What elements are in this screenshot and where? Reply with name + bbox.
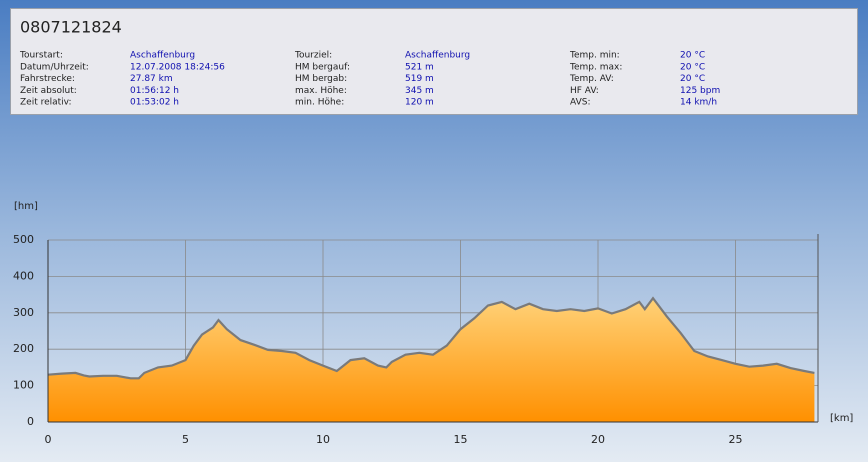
x-tick-label: 25 — [729, 433, 743, 446]
info-value: 519 m — [405, 74, 434, 84]
info-value: 20 °C — [680, 74, 705, 84]
info-value: 120 m — [405, 98, 434, 108]
info-value: 521 m — [405, 62, 434, 72]
x-tick-label: 0 — [45, 433, 52, 446]
info-value: 125 bpm — [680, 86, 720, 96]
info-label: Zeit relativ: — [20, 98, 72, 108]
info-label: Datum/Uhrzeit: — [20, 62, 89, 72]
info-value: Aschaffenburg — [130, 51, 195, 61]
info-label: Tourziel: — [294, 51, 332, 61]
elevation-line — [47, 296, 815, 380]
info-value: 14 km/h — [680, 98, 717, 108]
y-tick-label: 500 — [13, 233, 34, 246]
y-tick-label: 300 — [13, 306, 34, 319]
title: 0807121824 — [20, 18, 122, 37]
y-tick-label: 400 — [13, 269, 34, 282]
x-tick-label: 10 — [316, 433, 330, 446]
info-label: Fahrstrecke: — [20, 74, 75, 84]
info-label: min. Höhe: — [295, 98, 344, 108]
info-value: 20 °C — [680, 51, 705, 61]
info-label: AVS: — [570, 98, 590, 108]
area-fill — [48, 298, 815, 422]
info-label: max. Höhe: — [295, 86, 347, 96]
x-axis-label: [km] — [830, 413, 853, 424]
info-label: Temp. max: — [569, 62, 622, 72]
info-label: Temp. AV: — [569, 74, 614, 84]
info-panel — [10, 8, 858, 115]
y-tick-label: 0 — [27, 415, 34, 428]
info-label: Zeit absolut: — [20, 86, 77, 96]
info-label: HF AV: — [570, 86, 599, 96]
info-label: Temp. min: — [569, 51, 620, 61]
info-value: 20 °C — [680, 62, 705, 72]
y-tick-label: 100 — [13, 379, 34, 392]
y-axis-label: [hm] — [14, 201, 38, 212]
info-value: Aschaffenburg — [405, 51, 470, 61]
x-tick-label: 5 — [182, 433, 189, 446]
info-label: HM bergauf: — [295, 62, 350, 72]
x-tick-label: 15 — [454, 433, 468, 446]
info-value: 01:53:02 h — [130, 98, 179, 108]
info-value: 01:56:12 h — [130, 86, 179, 96]
info-value: 12.07.2008 18:24:56 — [130, 62, 225, 72]
y-tick-label: 200 — [13, 342, 34, 355]
info-label: Tourstart: — [19, 51, 63, 61]
info-label: HM bergab: — [295, 74, 347, 84]
info-value: 27.87 km — [130, 74, 173, 84]
x-tick-label: 20 — [591, 433, 605, 446]
info-value: 345 m — [405, 86, 434, 96]
